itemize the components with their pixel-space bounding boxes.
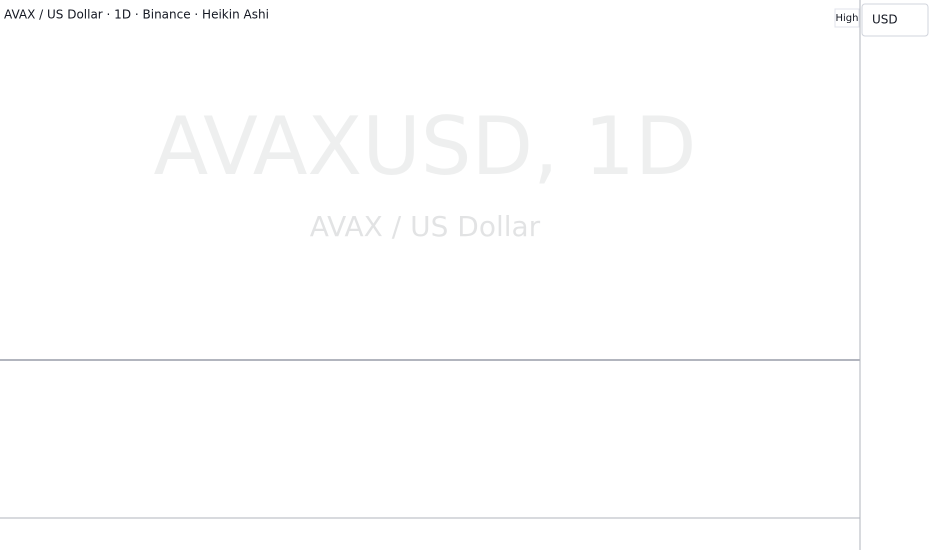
high-marker: High (836, 13, 859, 24)
watermark: AVAXUSD, 1D (153, 100, 696, 193)
chart-title: AVAX / US Dollar · 1D · Binance · Heikin… (4, 8, 269, 22)
currency-button[interactable] (861, 3, 929, 37)
watermark-subtitle: AVAX / US Dollar (310, 210, 541, 243)
high-marker-box (834, 8, 860, 28)
currency[interactable]: USD (872, 13, 898, 27)
